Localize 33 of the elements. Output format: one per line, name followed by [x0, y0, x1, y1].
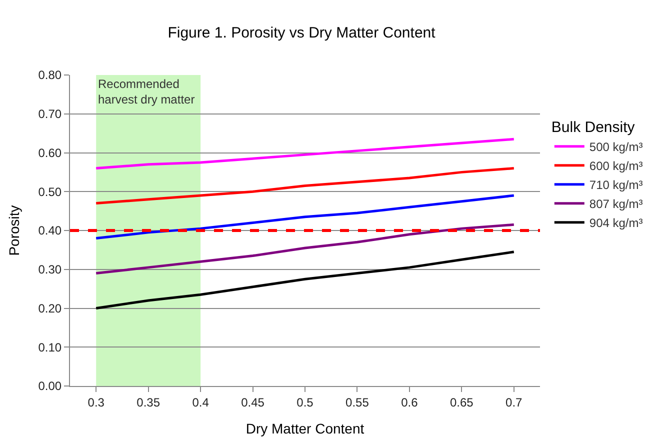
chart-title: Figure 1. Porosity vs Dry Matter Content — [168, 24, 436, 42]
legend-label: 807 kg/m³ — [589, 197, 643, 211]
x-axis-title: Dry Matter Content — [246, 420, 364, 437]
x-tick-label: 0.45 — [241, 395, 265, 410]
y-tick-label: 0.60 — [38, 146, 62, 160]
y-tick-label: 0.40 — [38, 224, 62, 238]
line-series — [94, 250, 516, 310]
x-tick-label: 0.7 — [506, 395, 523, 410]
legend-label: 600 kg/m³ — [589, 159, 643, 173]
x-tick-label: 0.3 — [88, 395, 105, 410]
legend-label: 500 kg/m³ — [589, 140, 643, 154]
line-series — [94, 167, 516, 205]
y-tick-label: 0.10 — [38, 340, 62, 354]
y-tick-label: 0.00 — [38, 379, 62, 394]
x-tick-label: 0.4 — [192, 395, 210, 410]
x-tick-label: 0.6 — [401, 395, 418, 410]
y-tick-label: 0.70 — [38, 107, 62, 122]
band-label: Recommended harvest dry matter — [98, 77, 195, 107]
x-tick-label: 0.65 — [450, 395, 474, 410]
y-tick-label: 0.20 — [38, 301, 62, 316]
y-tick-label: 0.50 — [38, 184, 62, 199]
line-series — [94, 138, 516, 170]
legend-label: 904 kg/m³ — [589, 216, 643, 230]
y-axis-title: Porosity — [6, 205, 22, 256]
y-tick-label: 0.80 — [38, 68, 62, 82]
x-tick-label: 0.35 — [136, 395, 160, 410]
legend-title: Bulk Density — [551, 118, 636, 136]
line-series — [94, 223, 516, 275]
y-tick-label: 0.30 — [38, 262, 62, 277]
x-tick-label: 0.5 — [296, 395, 314, 410]
legend-label: 710 kg/m³ — [589, 178, 643, 192]
line-series — [94, 194, 516, 240]
x-tick-label: 0.55 — [346, 395, 370, 410]
